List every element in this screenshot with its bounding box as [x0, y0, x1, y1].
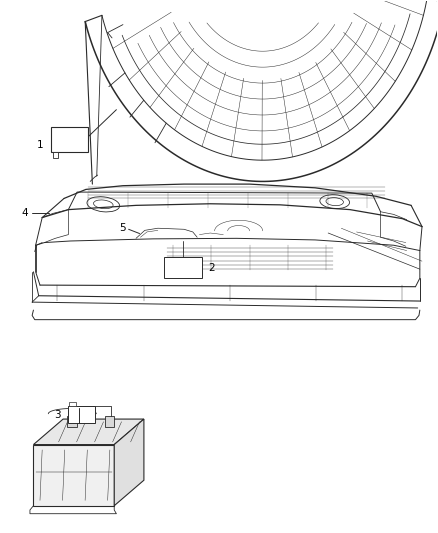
Text: 5: 5 — [120, 223, 126, 233]
Text: 4: 4 — [21, 208, 28, 219]
Polygon shape — [33, 445, 114, 506]
Bar — [68, 406, 95, 423]
Bar — [105, 416, 114, 427]
Bar — [53, 152, 58, 158]
Bar — [51, 127, 88, 152]
Polygon shape — [114, 419, 144, 506]
Bar — [67, 416, 77, 427]
Polygon shape — [33, 419, 144, 445]
Text: 3: 3 — [54, 409, 60, 419]
Text: 2: 2 — [208, 263, 215, 272]
Text: 1: 1 — [36, 140, 43, 150]
Bar — [69, 401, 76, 406]
Bar — [164, 257, 201, 278]
